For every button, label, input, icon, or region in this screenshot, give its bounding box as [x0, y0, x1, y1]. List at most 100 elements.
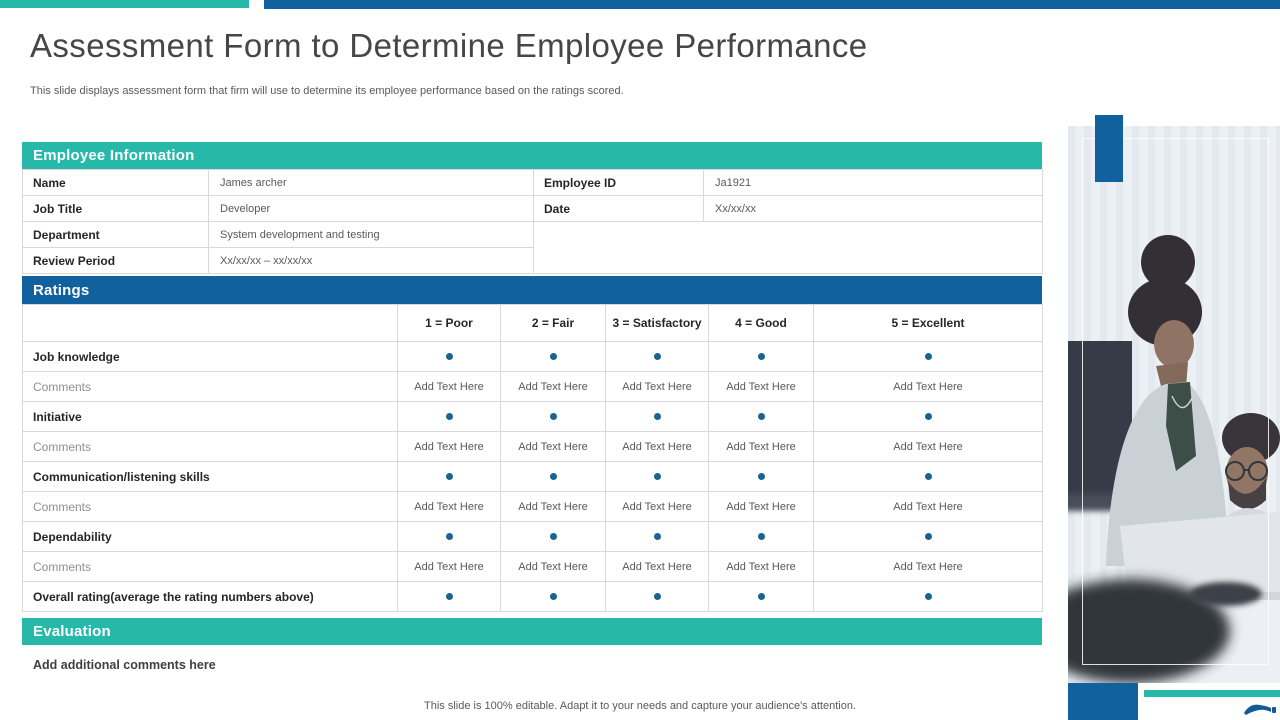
- rating-dot-icon: [924, 532, 932, 540]
- rating-dot-cell[interactable]: [397, 521, 501, 552]
- rating-dot-cell[interactable]: [708, 341, 814, 372]
- empty-cell: [533, 221, 1043, 274]
- field-value-name[interactable]: James archer: [208, 169, 534, 196]
- criterion-label: Dependability: [22, 521, 398, 552]
- rating-dot-cell[interactable]: [397, 461, 501, 492]
- rating-dot-icon: [653, 412, 661, 420]
- comment-placeholder[interactable]: Add Text Here: [605, 491, 709, 522]
- scale-header-satisfactory: 3 = Satisfactory: [605, 304, 709, 342]
- rating-dot-cell[interactable]: [605, 341, 709, 372]
- comment-placeholder[interactable]: Add Text Here: [605, 371, 709, 402]
- comment-placeholder[interactable]: Add Text Here: [708, 551, 814, 582]
- rating-dot-cell[interactable]: [605, 581, 709, 612]
- evaluation-note[interactable]: Add additional comments here: [33, 658, 216, 672]
- table-row-comments: Comments Add Text Here Add Text Here Add…: [22, 551, 1044, 582]
- rating-dot-cell[interactable]: [812, 521, 1044, 552]
- field-label-job-title: Job Title: [22, 195, 209, 222]
- office-photo: [1068, 126, 1280, 683]
- form-content: Employee Information Name James archer E…: [22, 142, 1044, 672]
- comment-placeholder[interactable]: Add Text Here: [500, 431, 606, 462]
- comment-placeholder[interactable]: Add Text Here: [812, 551, 1044, 582]
- table-row-criterion: Dependability: [22, 521, 1044, 552]
- comment-placeholder[interactable]: Add Text Here: [397, 491, 501, 522]
- rating-dot-cell[interactable]: [605, 521, 709, 552]
- comments-label: Comments: [22, 371, 398, 402]
- page-subtitle: This slide displays assessment form that…: [30, 85, 624, 97]
- top-teal-accent-bar: [0, 0, 249, 8]
- overall-rating-label: Overall rating(average the rating number…: [22, 581, 398, 612]
- rating-dot-icon: [757, 592, 765, 600]
- rating-dot-cell[interactable]: [397, 581, 501, 612]
- rating-dot-cell[interactable]: [708, 461, 814, 492]
- field-value-job-title[interactable]: Developer: [208, 195, 534, 222]
- comment-placeholder[interactable]: Add Text Here: [708, 491, 814, 522]
- comment-placeholder[interactable]: Add Text Here: [397, 551, 501, 582]
- rating-dot-icon: [445, 592, 453, 600]
- rating-dot-icon: [757, 412, 765, 420]
- rating-dot-icon: [445, 472, 453, 480]
- ratings-header: Ratings: [22, 276, 1042, 304]
- comment-placeholder[interactable]: Add Text Here: [500, 371, 606, 402]
- rating-dot-cell[interactable]: [708, 581, 814, 612]
- blue-accent-rectangle-bottom: [1068, 683, 1138, 720]
- criterion-label: Communication/listening skills: [22, 461, 398, 492]
- rating-dot-cell[interactable]: [812, 401, 1044, 432]
- evaluation-header: Evaluation: [22, 618, 1042, 645]
- comment-placeholder[interactable]: Add Text Here: [812, 371, 1044, 402]
- comment-placeholder[interactable]: Add Text Here: [397, 371, 501, 402]
- rating-dot-icon: [445, 352, 453, 360]
- field-value-employee-id[interactable]: Ja1921: [703, 169, 1043, 196]
- scale-header-good: 4 = Good: [708, 304, 814, 342]
- rating-dot-cell[interactable]: [708, 521, 814, 552]
- rating-dot-icon: [653, 532, 661, 540]
- field-label-employee-id: Employee ID: [533, 169, 704, 196]
- rating-dot-icon: [549, 412, 557, 420]
- corner-cell: [22, 304, 398, 342]
- rating-dot-cell[interactable]: [500, 461, 606, 492]
- table-row-comments: Comments Add Text Here Add Text Here Add…: [22, 371, 1044, 402]
- field-label-department: Department: [22, 221, 209, 248]
- rating-dot-cell[interactable]: [397, 341, 501, 372]
- comment-placeholder[interactable]: Add Text Here: [500, 491, 606, 522]
- comment-placeholder[interactable]: Add Text Here: [812, 491, 1044, 522]
- rating-dot-cell[interactable]: [605, 401, 709, 432]
- rating-dot-cell[interactable]: [812, 461, 1044, 492]
- table-row-scale-header: 1 = Poor 2 = Fair 3 = Satisfactory 4 = G…: [22, 304, 1044, 342]
- scale-header-excellent: 5 = Excellent: [812, 304, 1044, 342]
- field-value-department[interactable]: System development and testing: [208, 221, 534, 248]
- comment-placeholder[interactable]: Add Text Here: [605, 431, 709, 462]
- table-row: Department System development and testin…: [22, 221, 1043, 274]
- criterion-label: Job knowledge: [22, 341, 398, 372]
- rating-dot-cell[interactable]: [500, 581, 606, 612]
- table-row-comments: Comments Add Text Here Add Text Here Add…: [22, 431, 1044, 462]
- rating-dot-cell[interactable]: [708, 401, 814, 432]
- comment-placeholder[interactable]: Add Text Here: [708, 371, 814, 402]
- table-row: Job Title Developer Date Xx/xx/xx: [22, 195, 1043, 222]
- top-blue-accent-bar: [264, 0, 1280, 9]
- field-label-review-period: Review Period: [22, 247, 209, 274]
- comment-placeholder[interactable]: Add Text Here: [500, 551, 606, 582]
- comment-placeholder[interactable]: Add Text Here: [397, 431, 501, 462]
- rating-dot-cell[interactable]: [500, 401, 606, 432]
- rating-dot-cell[interactable]: [500, 341, 606, 372]
- table-row-criterion: Initiative: [22, 401, 1044, 432]
- rating-dot-icon: [653, 472, 661, 480]
- rating-dot-cell[interactable]: [397, 401, 501, 432]
- field-value-review-period[interactable]: Xx/xx/xx – xx/xx/xx: [208, 247, 534, 274]
- rating-dot-cell[interactable]: [812, 581, 1044, 612]
- rating-dot-cell[interactable]: [605, 461, 709, 492]
- rating-dot-icon: [549, 352, 557, 360]
- office-photo-illustration: [1068, 126, 1280, 683]
- table-row-criterion: Communication/listening skills: [22, 461, 1044, 492]
- rating-dot-cell[interactable]: [812, 341, 1044, 372]
- employee-info-header: Employee Information: [22, 142, 1042, 169]
- comment-placeholder[interactable]: Add Text Here: [605, 551, 709, 582]
- scale-header-poor: 1 = Poor: [397, 304, 501, 342]
- comment-placeholder[interactable]: Add Text Here: [812, 431, 1044, 462]
- comment-placeholder[interactable]: Add Text Here: [708, 431, 814, 462]
- ratings-table: 1 = Poor 2 = Fair 3 = Satisfactory 4 = G…: [22, 304, 1044, 612]
- rating-dot-icon: [924, 472, 932, 480]
- rating-dot-cell[interactable]: [500, 521, 606, 552]
- field-value-date[interactable]: Xx/xx/xx: [703, 195, 1043, 222]
